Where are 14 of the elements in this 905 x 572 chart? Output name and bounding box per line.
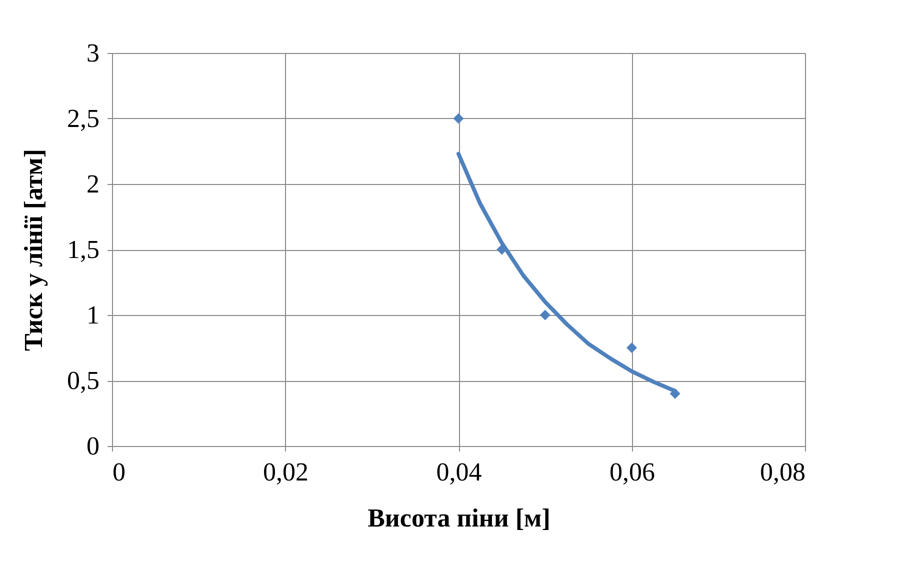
x-tick-label: 0,06 <box>610 458 655 486</box>
y-tick-label: 3 <box>86 38 100 68</box>
x-tick-label: 0,08 <box>760 458 806 486</box>
y-tick-label: 1 <box>86 300 100 330</box>
y-tick-label: 0,5 <box>67 366 100 395</box>
x-tick-label: 0 <box>112 458 126 486</box>
y-tick-label: 0 <box>86 432 100 460</box>
x-axis-title: Висота піни [м] <box>368 504 550 532</box>
x-tick-label: 0,04 <box>436 458 482 486</box>
y-tick-label: 2 <box>86 170 100 198</box>
x-tick-label: 0,02 <box>263 458 308 486</box>
y-axis-title: Тиск у лінії [атм] <box>19 148 48 352</box>
y-tick-label: 1,5 <box>67 235 100 264</box>
y-tick-label: 2,5 <box>67 104 100 133</box>
